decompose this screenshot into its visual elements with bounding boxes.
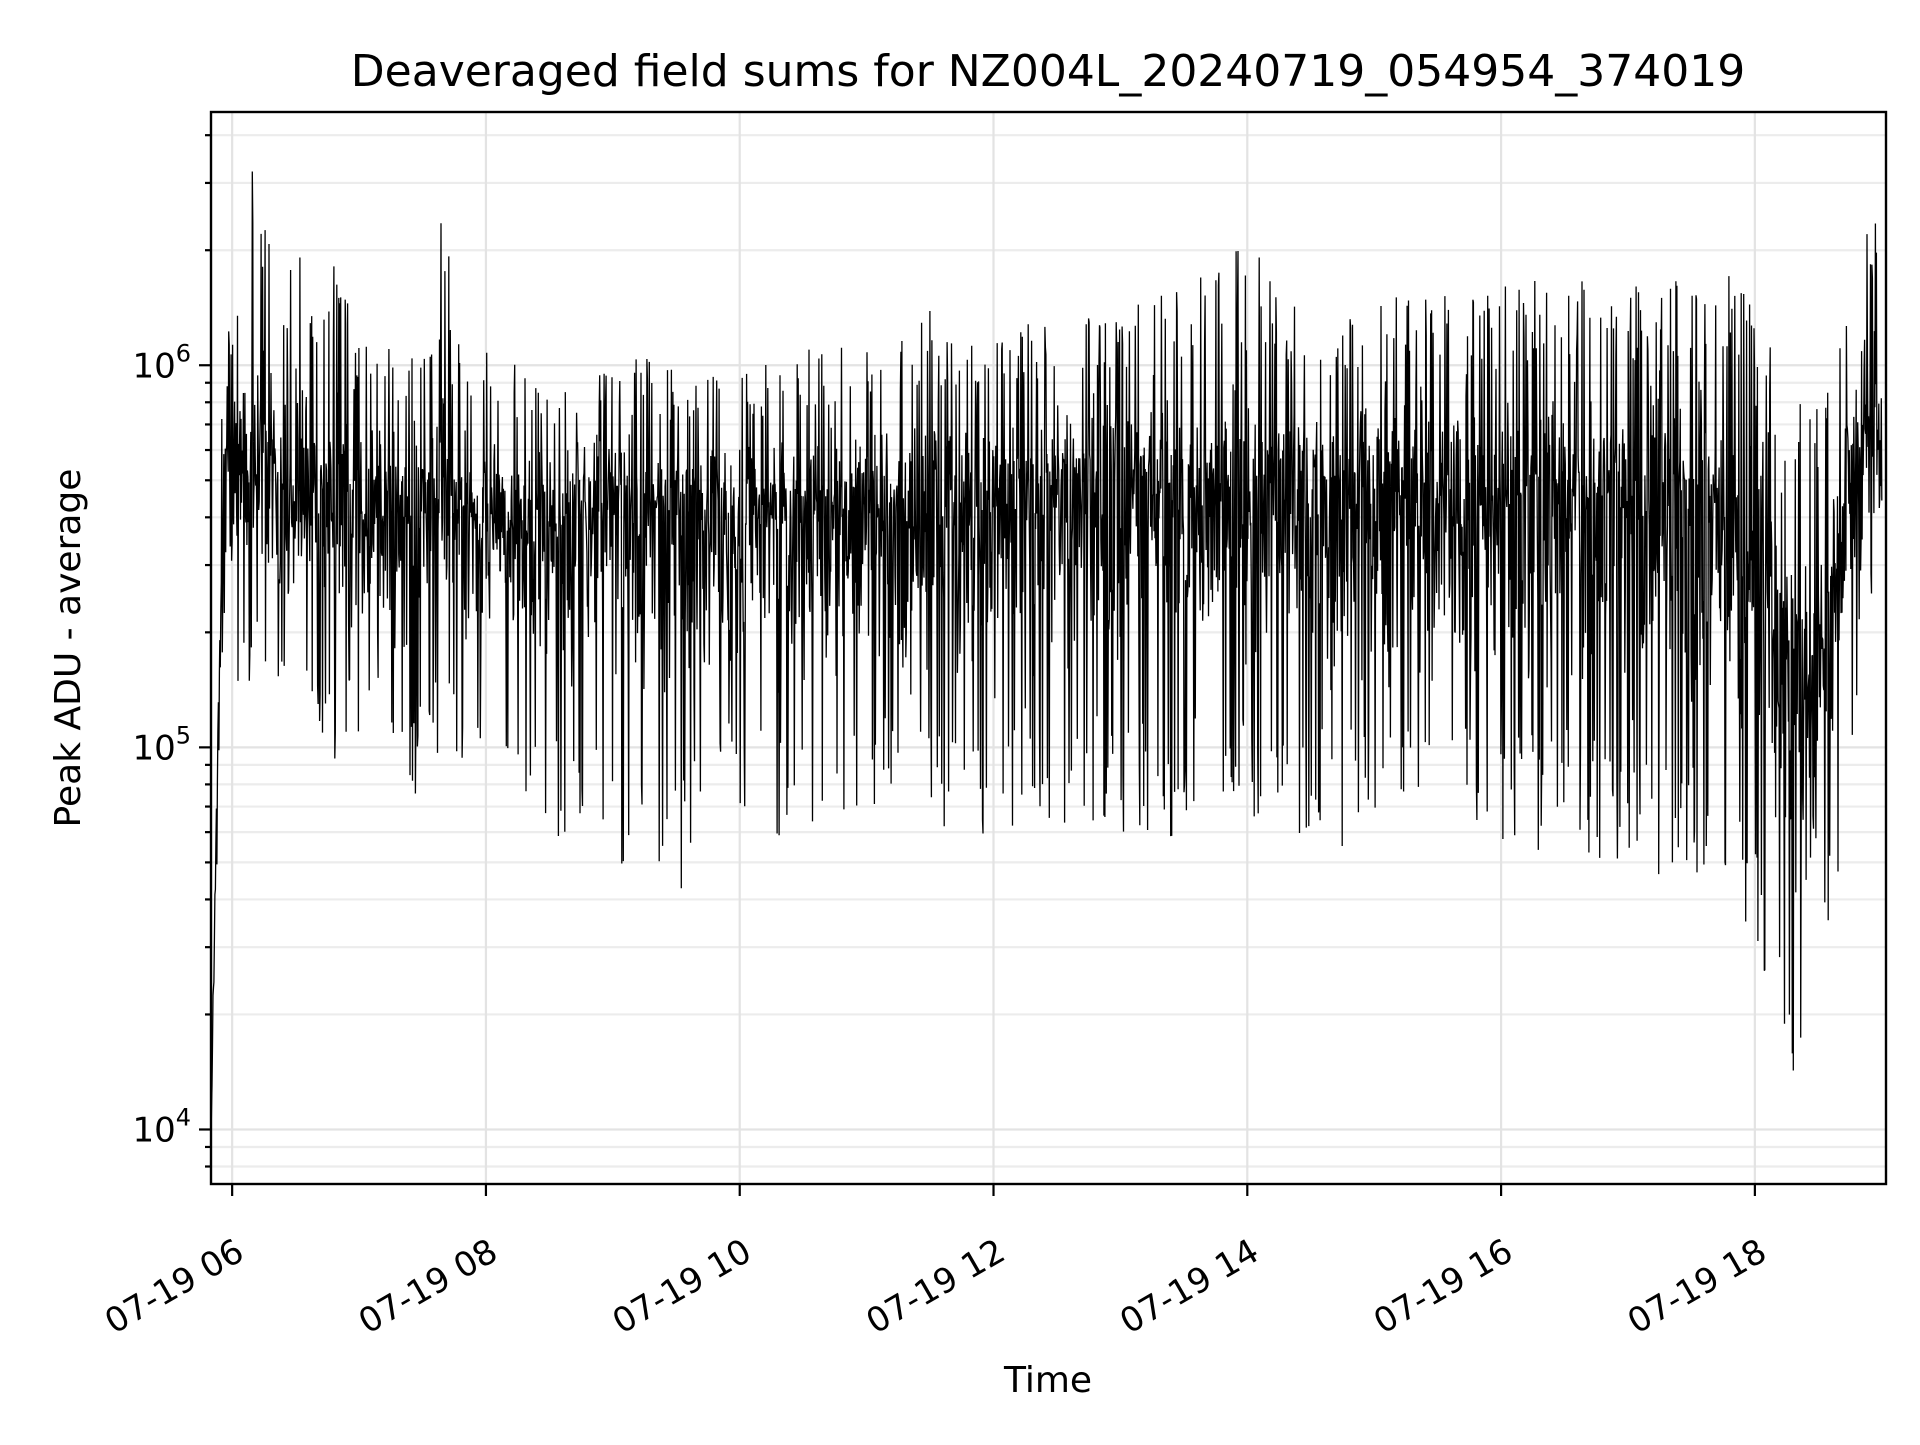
y-tick-label: 104 (132, 1103, 191, 1150)
series-layer (210, 171, 1883, 1139)
y-tick-label: 106 (132, 339, 191, 386)
y-tick-label: 105 (132, 721, 191, 768)
data-series-line (210, 171, 1883, 1139)
chart-title: Deaveraged field sums for NZ004L_2024071… (351, 46, 1745, 97)
x-axis-label: Time (1003, 1360, 1092, 1401)
plot-frame (209, 110, 1888, 1186)
y-axis-label: Peak ADU - average (48, 469, 89, 828)
